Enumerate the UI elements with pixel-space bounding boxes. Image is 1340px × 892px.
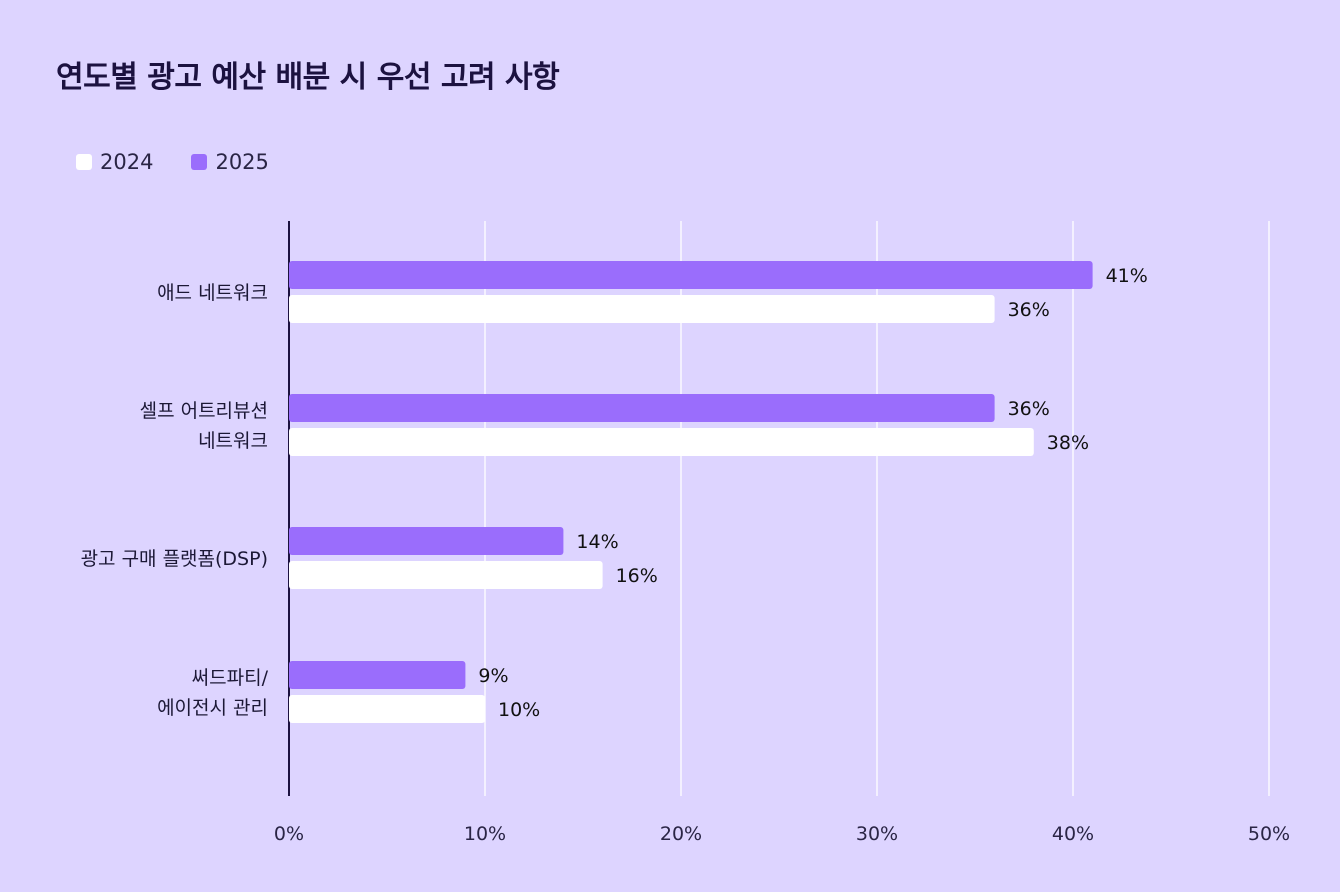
legend: 2024 2025 bbox=[76, 150, 269, 174]
category-label: 애드 네트워크 bbox=[157, 282, 268, 304]
category-label: 에이전시 관리 bbox=[157, 697, 268, 719]
data-label-2025: 14% bbox=[576, 531, 618, 553]
x-tick-label: 20% bbox=[660, 823, 702, 845]
legend-swatch-2024 bbox=[76, 154, 92, 170]
data-label-2024: 36% bbox=[1008, 299, 1050, 321]
data-label-2024: 16% bbox=[616, 565, 658, 587]
x-tick-label: 10% bbox=[464, 823, 506, 845]
bar-2024 bbox=[289, 561, 603, 589]
legend-item-2024: 2024 bbox=[76, 150, 153, 174]
bar-2024 bbox=[289, 695, 485, 723]
x-tick-label: 30% bbox=[856, 823, 898, 845]
bar-2024 bbox=[289, 428, 1034, 456]
bar-2025 bbox=[289, 527, 564, 555]
category-label: 광고 구매 플랫폼(DSP) bbox=[81, 548, 268, 570]
legend-label-2025: 2025 bbox=[215, 150, 269, 174]
data-label-2025: 36% bbox=[1008, 398, 1050, 420]
legend-swatch-2025 bbox=[191, 154, 208, 170]
x-tick-label: 50% bbox=[1248, 823, 1290, 845]
data-label-2025: 41% bbox=[1106, 265, 1148, 287]
chart-title: 연도별 광고 예산 배분 시 우선 고려 사항 bbox=[56, 60, 560, 95]
data-label-2025: 9% bbox=[478, 665, 508, 687]
bar-2025 bbox=[289, 661, 466, 689]
bar-2024 bbox=[289, 295, 995, 323]
data-label-2024: 10% bbox=[498, 699, 540, 721]
bar-2025 bbox=[289, 261, 1093, 289]
data-label-2024: 38% bbox=[1047, 432, 1089, 454]
category-label: 네트워크 bbox=[198, 430, 268, 452]
x-tick-label: 0% bbox=[274, 823, 304, 845]
bar-2025 bbox=[289, 394, 995, 422]
category-label: 셀프 어트리뷰션 bbox=[140, 400, 268, 422]
category-label: 써드파티/ bbox=[192, 667, 269, 689]
legend-label-2024: 2024 bbox=[100, 150, 154, 174]
x-tick-label: 40% bbox=[1052, 823, 1094, 845]
legend-item-2025: 2025 bbox=[191, 150, 269, 174]
